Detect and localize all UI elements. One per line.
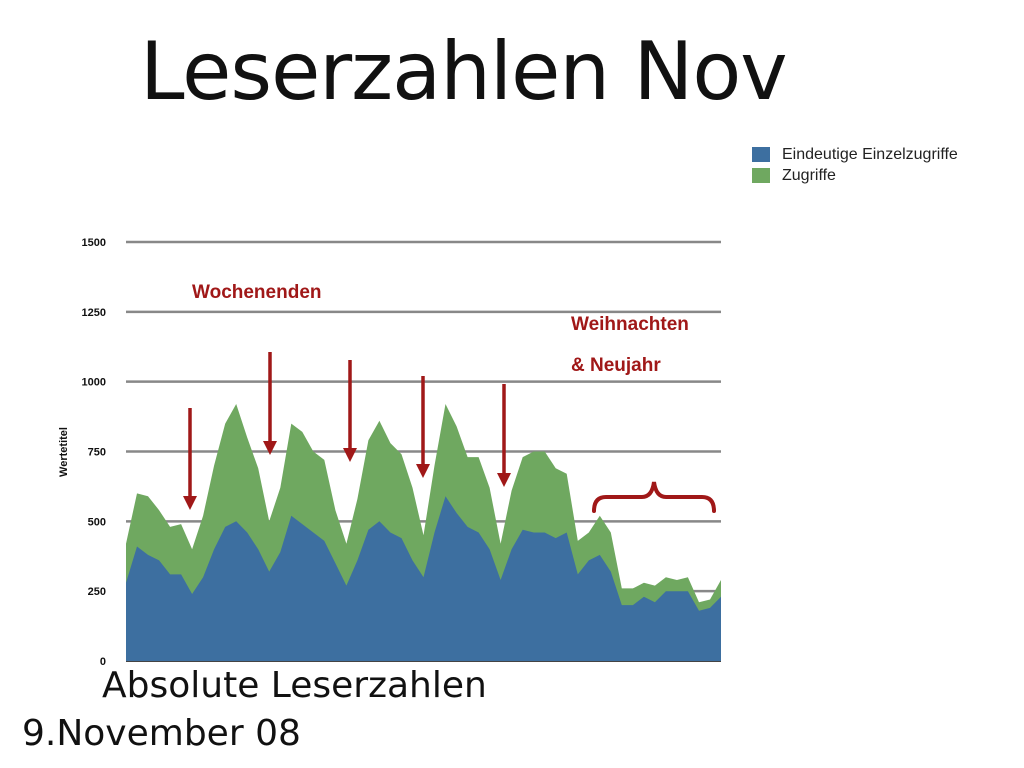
annotation-holidays-line2: & Neujahr: [571, 355, 661, 376]
weekend-arrow-4: [416, 376, 430, 478]
y-tick-label-0: 0: [100, 656, 106, 668]
y-tick-label-1500: 1500: [82, 237, 106, 249]
holiday-brace: [592, 481, 716, 513]
y-tick-label-1000: 1000: [82, 377, 106, 389]
legend-item-unique: Eindeutige Einzelzugriffe: [752, 144, 958, 165]
legend-label-hits: Zugriffe: [782, 166, 836, 184]
annotation-holidays-line1: Weihnachten: [571, 314, 689, 335]
weekend-arrow-3: [343, 360, 357, 462]
y-tick-label-250: 250: [88, 586, 106, 598]
chart-legend: Eindeutige Einzelzugriffe Zugriffe: [752, 144, 958, 186]
slide-date: 9.November 08: [22, 713, 301, 754]
weekend-arrow-5: [497, 384, 511, 487]
slide-title: Leserzahlen Nov: [140, 25, 788, 118]
y-tick-label-500: 500: [88, 516, 106, 528]
legend-swatch-hits: [752, 168, 770, 183]
legend-item-hits: Zugriffe: [752, 165, 958, 186]
area-series-1: [126, 496, 721, 661]
weekend-arrow-1: [183, 408, 197, 510]
legend-label-unique: Eindeutige Einzelzugriffe: [782, 145, 958, 163]
legend-swatch-unique: [752, 147, 770, 162]
weekend-arrow-2: [263, 352, 277, 455]
y-tick-label-1250: 1250: [82, 307, 106, 319]
y-axis-label: Wertetitel: [58, 427, 70, 477]
slide-subtitle: Absolute Leserzahlen: [102, 665, 487, 706]
y-axis-ticks: 0 250 500 750 1000 1250 1500: [82, 237, 106, 668]
weekend-arrows: [183, 352, 511, 510]
y-tick-label-750: 750: [88, 447, 106, 459]
annotation-weekends: Wochenenden: [192, 282, 322, 303]
chart-areas: [126, 404, 721, 661]
